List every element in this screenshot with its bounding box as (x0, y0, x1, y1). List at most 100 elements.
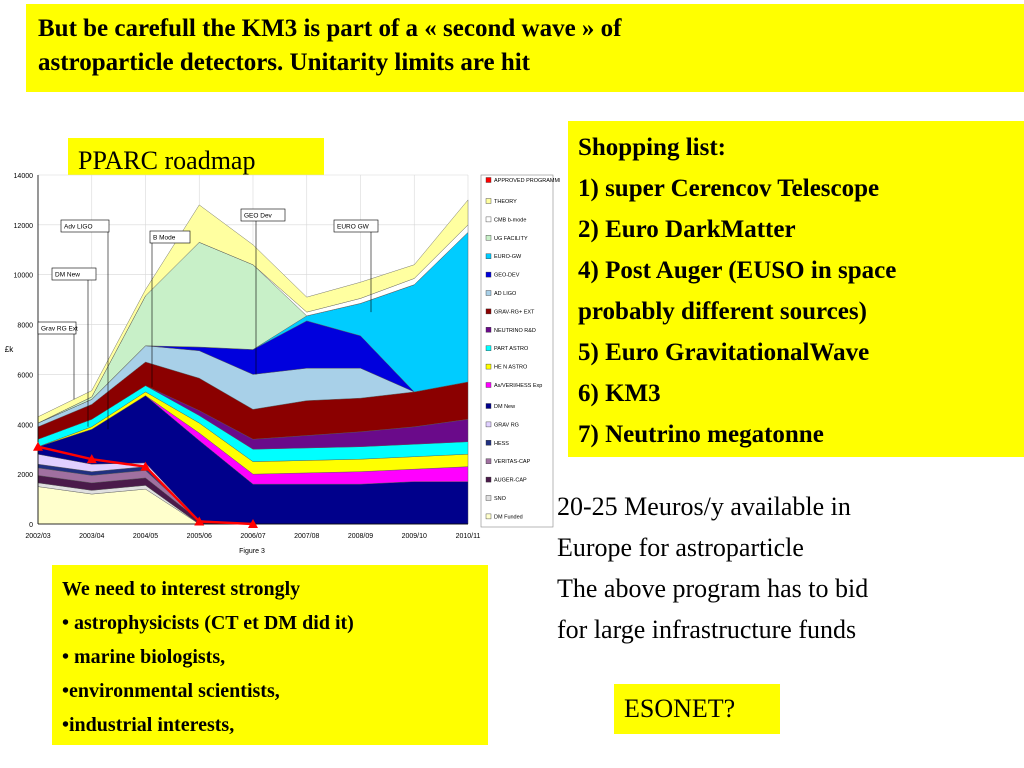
esonet-label: ESONET? (614, 684, 780, 734)
legend-swatch (485, 458, 492, 464)
y-tick-label: 8000 (17, 323, 33, 330)
y-tick-label: 2000 (17, 472, 33, 479)
interest-item: • marine biologists, (62, 646, 226, 668)
legend-entry: GEO-DEV (494, 273, 520, 279)
legend-swatch (485, 177, 492, 183)
annotation-box (240, 208, 286, 222)
x-tick-label: 2006/07 (240, 533, 265, 540)
approved-programme-point (33, 441, 43, 451)
chart-legend: APPROVED PROGRAMME THEORY CMB b-mode UG FAC… (480, 174, 560, 528)
legend-swatch (485, 253, 492, 259)
x-tick-label: 2005/06 (187, 533, 212, 540)
title-line-1: But be carefull the KM3 is part of a « s… (38, 15, 622, 42)
legend-entry: THEORY (494, 199, 517, 205)
budget-line: The above program has to bid (557, 574, 869, 603)
y-tick-label: 6000 (17, 372, 33, 379)
shopping-item: 1) super Cerencov Telescope (578, 175, 880, 202)
legend-entry: VERITAS-CAP (494, 459, 531, 465)
approved-programme-point (248, 519, 258, 528)
shopping-list: Shopping list: 1) super Cerencov Telesco… (568, 121, 1024, 457)
legend-swatch (485, 403, 492, 409)
interest-item: • astrophysicists (CT et DM did it) (62, 612, 354, 634)
y-tick-label: 12000 (14, 223, 34, 230)
legend-swatch (485, 198, 492, 204)
legend-swatch (485, 327, 492, 333)
chart-caption: Figure 3 (239, 548, 265, 555)
interest-item: •environmental scientists, (62, 680, 280, 702)
legend-entry: APPROVED PROGRAMME (494, 178, 560, 184)
legend-swatch (485, 271, 492, 278)
chart-annotations: Adv LIGO DM New Grav RG Ext B Mode GEO Dev EU… (37, 208, 379, 430)
legend-entry: CMB b-mode (494, 217, 526, 223)
approved-programme-line (33, 441, 258, 528)
y-tick-label: 0 (29, 522, 33, 529)
legend-entry: DM Funded (494, 514, 523, 520)
legend-swatch (485, 495, 492, 501)
legend-swatch (485, 290, 492, 296)
legend-swatch (485, 513, 492, 520)
y-tick-label: 14000 (14, 173, 34, 180)
x-tick-label: 2002/03 (25, 533, 50, 540)
annotation-label: Adv LIGO (64, 224, 93, 231)
chart-areas (37, 199, 469, 525)
legend-entry: AD LIGO (494, 291, 517, 297)
budget-note: 20-25 Meuros/y available in Europe for a… (557, 486, 1017, 650)
y-axis-label: £k (5, 345, 14, 354)
annotation-box (60, 219, 110, 233)
budget-line: Europe for astroparticle (557, 533, 804, 562)
shopping-item: 7) Neutrino megatonne (578, 421, 824, 448)
legend-swatch (485, 216, 492, 223)
legend-swatch (485, 382, 492, 388)
y-tick-label: 10000 (14, 273, 34, 280)
x-tick-label: 2010/11 (456, 533, 481, 540)
x-tick-label: 2004/05 (133, 533, 158, 540)
annotation-box (149, 230, 191, 244)
legend-entry: DM New (494, 404, 515, 410)
legend-entry: NEUTRINO R&D (494, 328, 536, 334)
legend-entry: GRAV-RG+ EXT (494, 309, 535, 315)
pparc-roadmap-chart: 0 2000 4000 6000 8000 10000 12000 14000 2002/03 2… (5, 173, 560, 555)
annotation-label: EURO GW (337, 224, 370, 231)
shopping-heading: Shopping list: (578, 134, 726, 161)
annotation-label: GEO Dev (244, 213, 273, 220)
legend-swatch (485, 345, 492, 351)
approved-programme-point (140, 461, 151, 471)
x-tick-label: 2009/10 (402, 533, 427, 540)
title-line-2: astroparticle detectors. Unitarity limit… (38, 49, 531, 76)
legend-entry: AUGER-CAP (494, 478, 527, 484)
interest-item: •industrial interests, (62, 714, 235, 736)
legend-entry: As/VERI/HESS Exp (494, 383, 542, 389)
legend-swatch (485, 308, 492, 315)
approved-programme-point (86, 454, 97, 464)
y-tick-label: 4000 (17, 422, 33, 429)
legend-entry: SNO (494, 496, 507, 502)
budget-line: 20-25 Meuros/y available in (557, 492, 851, 521)
area-theory (37, 199, 469, 424)
shopping-item: 4) Post Auger (EUSO in space (578, 257, 897, 284)
legend-frame (480, 174, 554, 528)
legend-swatch (485, 440, 492, 446)
annotation-label: B Mode (153, 235, 176, 242)
legend-swatch (485, 363, 492, 370)
legend-swatch (485, 476, 492, 483)
legend-swatch (485, 235, 492, 241)
budget-line: for large infrastructure funds (557, 615, 857, 644)
shopping-item: probably different sources) (578, 298, 867, 325)
x-tick-label: 2007/08 (294, 533, 319, 540)
annotation-box (37, 321, 77, 335)
legend-entry: PART ASTRO (494, 346, 529, 352)
annotation-box (51, 267, 97, 281)
legend-swatch (485, 421, 492, 428)
interest-box: We need to interest strongly • astrophys… (52, 565, 488, 745)
x-tick-label: 2008/09 (348, 533, 373, 540)
legend-entry: UG FACILITY (494, 236, 528, 242)
shopping-item: 6) KM3 (578, 380, 661, 407)
shopping-item: 2) Euro DarkMatter (578, 216, 796, 243)
annotation-box (333, 219, 379, 233)
legend-entry: EURO-GW (494, 254, 522, 260)
shopping-item: 5) Euro GravitationalWave (578, 339, 870, 366)
x-tick-label: 2003/04 (79, 533, 104, 540)
annotation-label: Grav RG Ext (41, 326, 78, 333)
legend-entry: HE N ASTRO (494, 365, 528, 371)
annotation-label: DM New (55, 272, 80, 279)
